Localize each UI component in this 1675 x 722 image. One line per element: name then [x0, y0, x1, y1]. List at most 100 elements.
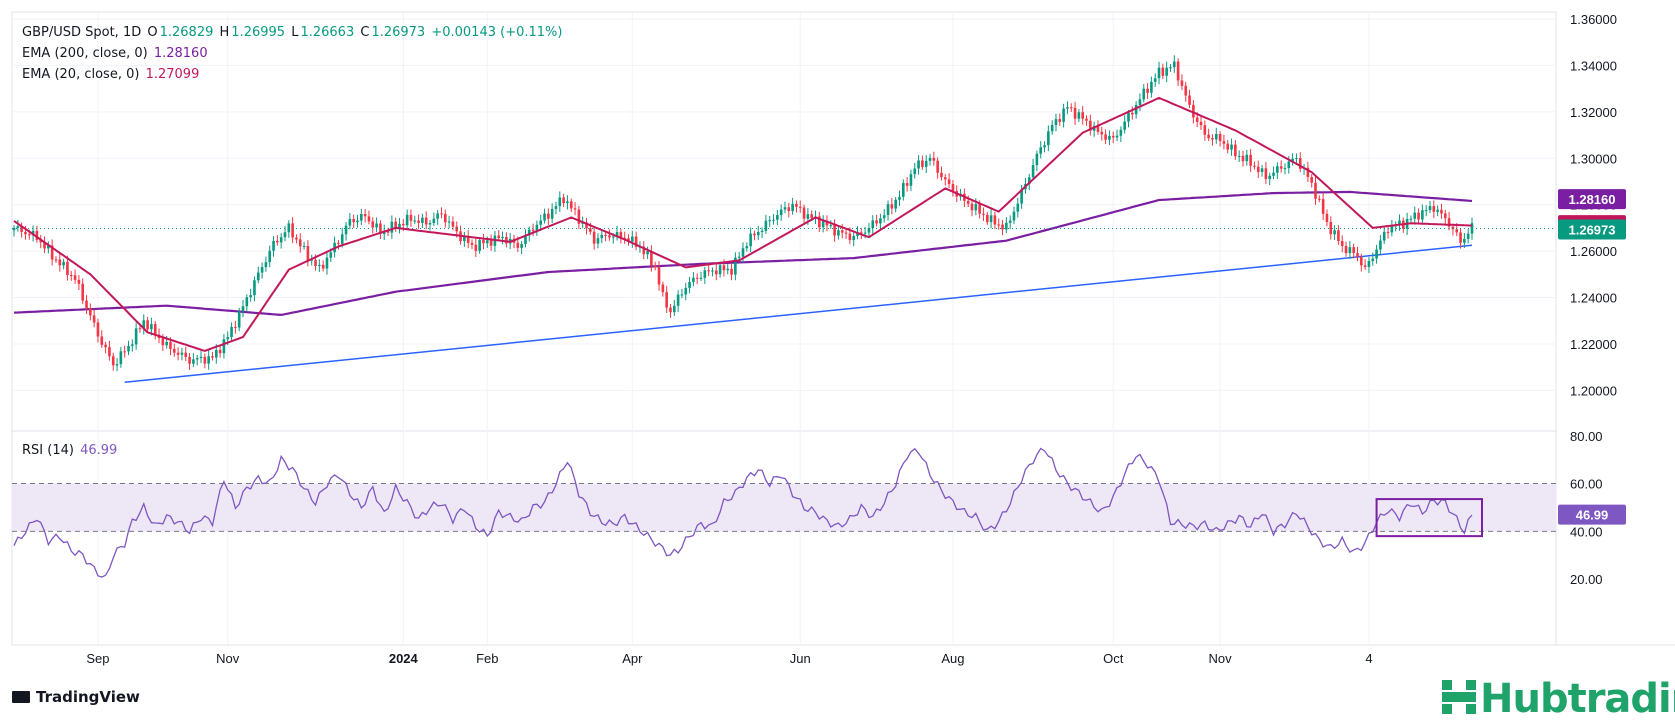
candle — [111, 352, 115, 371]
candle-body — [825, 220, 829, 226]
candle — [1440, 203, 1443, 219]
candle — [1096, 120, 1100, 135]
ema200-legend[interactable]: EMA (200, close, 0) 1.28160 — [22, 45, 210, 62]
candle-body — [489, 240, 493, 246]
candle-body — [1272, 172, 1275, 176]
candle-body — [298, 239, 302, 247]
candle — [951, 180, 955, 197]
time-axis[interactable]: Sep Nov 2024 Feb Apr Jun Aug Oct Nov 4 — [86, 651, 1372, 666]
candle-body — [291, 223, 294, 238]
candle — [1421, 204, 1424, 225]
symbol-label[interactable]: GBP/USD Spot, 1D — [22, 25, 142, 40]
candle-body — [1260, 168, 1264, 172]
candle-body — [978, 204, 981, 214]
candle — [650, 245, 653, 272]
candle-body — [1279, 166, 1283, 169]
candle-body — [24, 231, 27, 235]
candle-body — [234, 326, 237, 328]
candle-body — [447, 221, 451, 223]
candle — [352, 214, 355, 228]
candle-body — [1131, 112, 1134, 115]
candle-body — [1066, 107, 1069, 109]
candle-body — [497, 235, 501, 239]
candle — [218, 344, 222, 358]
candle-body — [600, 234, 604, 239]
candle — [1272, 166, 1275, 180]
candle-body — [337, 242, 340, 244]
candle — [1089, 114, 1092, 136]
candle — [1188, 89, 1191, 109]
price-tick-label: 1.34000 — [1570, 58, 1617, 73]
candle — [657, 261, 661, 291]
candle-body — [1165, 67, 1168, 76]
candle-body — [524, 235, 527, 245]
candle-body — [1073, 107, 1077, 119]
candle-body — [43, 242, 46, 249]
tradingview-logo[interactable]: TradingView — [12, 688, 140, 706]
candle-body — [142, 320, 146, 329]
candle-body — [73, 275, 77, 280]
price-pane-frame — [11, 11, 1557, 432]
candle-body — [482, 240, 485, 244]
candle-body — [501, 236, 504, 239]
candle-body — [138, 328, 142, 330]
candle — [982, 207, 985, 221]
candle-body — [1386, 231, 1390, 233]
candle — [199, 350, 203, 364]
close-tag-text: 1.26973 — [1569, 222, 1616, 237]
time-tick-label: Feb — [476, 651, 498, 666]
candle-body — [348, 219, 352, 226]
ema20-legend[interactable]: EMA (20, close, 0) 1.27099 — [22, 66, 201, 83]
candle-body — [936, 160, 939, 173]
candle-body — [424, 217, 428, 225]
candle — [1111, 131, 1115, 144]
candle-body — [85, 300, 88, 309]
candle-body — [619, 232, 623, 238]
candle — [1104, 129, 1107, 145]
candle — [1115, 129, 1119, 142]
candle-body — [993, 215, 997, 225]
candle — [524, 229, 527, 248]
candle — [726, 264, 730, 275]
candle — [1085, 115, 1088, 126]
candle — [905, 177, 909, 192]
candle-body — [100, 336, 104, 345]
candle-body — [413, 220, 417, 222]
candle-body — [96, 322, 100, 337]
candle-body — [1047, 131, 1050, 146]
candle — [360, 208, 363, 225]
candle-body — [398, 223, 401, 228]
candle — [16, 219, 20, 232]
candle-body — [1020, 189, 1023, 204]
candle — [924, 155, 928, 173]
candle-body — [1344, 245, 1348, 254]
candle — [867, 223, 871, 238]
rsi-axis[interactable]: 80.00 60.00 40.00 20.00 — [1570, 429, 1603, 587]
candle — [1314, 176, 1317, 205]
candle — [1310, 174, 1313, 188]
candle — [1100, 126, 1104, 141]
candle-body — [176, 352, 180, 355]
candle-body — [39, 239, 43, 243]
candle — [394, 217, 397, 232]
candle-body — [115, 364, 119, 366]
candle-body — [1035, 153, 1039, 166]
candle — [1241, 150, 1245, 167]
ema200-tag-bg — [1558, 189, 1626, 210]
candle — [947, 173, 951, 189]
candle-body — [218, 349, 222, 354]
candle — [325, 251, 329, 275]
candle-body — [1409, 218, 1413, 220]
candle — [890, 197, 894, 215]
candle-body — [768, 220, 772, 222]
candle — [222, 334, 226, 359]
high-value: 1.26995 — [231, 25, 286, 40]
candle-body — [1459, 232, 1462, 243]
candle-body — [909, 174, 913, 186]
candle — [413, 215, 417, 225]
rsi-legend[interactable]: RSI (14) 46.99 — [22, 442, 119, 459]
candle — [1260, 164, 1264, 177]
rsi-tick-label: 20.00 — [1570, 572, 1603, 587]
